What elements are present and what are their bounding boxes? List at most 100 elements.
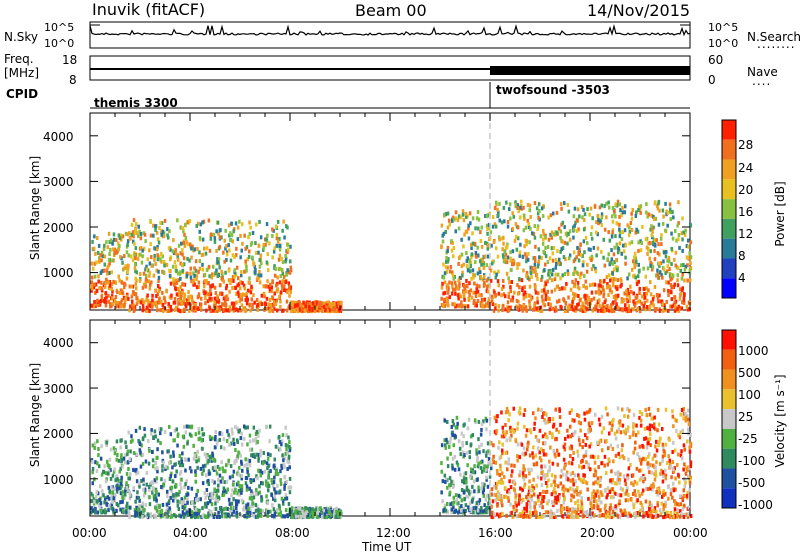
power-scatter-cell <box>229 238 233 243</box>
velocity-scatter-cell <box>488 416 492 421</box>
power-scatter-cell <box>541 214 545 219</box>
power-scatter-cell <box>186 242 189 247</box>
velocity-scatter-cell <box>300 506 304 511</box>
power-scatter-cell <box>243 269 246 274</box>
power-scatter-cell <box>283 279 286 284</box>
velocity-scatter-cell <box>485 493 489 498</box>
velocity-scatter-cell <box>262 451 265 455</box>
power-scatter-cell <box>135 286 138 291</box>
power-scatter-cell <box>578 247 581 252</box>
velocity-scatter-cell <box>107 464 111 469</box>
power-scatter-cell <box>93 282 96 287</box>
velocity-scatter-cell <box>470 475 473 480</box>
power-scatter-cell <box>208 306 212 311</box>
power-scatter-cell <box>583 250 586 255</box>
velocity-scatter-cell <box>148 487 151 492</box>
power-scatter-cell <box>623 307 627 312</box>
power-scatter-cell <box>218 265 221 270</box>
power-scatter-cell <box>314 309 317 313</box>
power-scatter-cell <box>219 305 223 310</box>
velocity-scatter-cell <box>475 500 479 505</box>
power-scatter-cell <box>669 207 672 212</box>
power-scatter-cell <box>591 216 594 221</box>
power-scatter-cell <box>460 300 463 305</box>
power-scatter-cell <box>173 260 177 265</box>
velocity-scatter-cell <box>481 459 484 464</box>
power-scatter-cell <box>190 278 193 283</box>
power-scatter-cell <box>573 292 576 297</box>
velocity-scatter-cell <box>152 488 156 493</box>
velocity-scatter-cell <box>176 443 179 448</box>
power-scatter-cell <box>501 247 504 252</box>
velocity-scatter-cell <box>103 500 106 505</box>
power-scatter-cell <box>94 304 97 309</box>
power-scatter-cell <box>132 303 135 308</box>
power-scatter-cell <box>111 289 114 294</box>
power-scatter-cell <box>269 303 272 308</box>
velocity-scatter-cell <box>255 430 259 434</box>
power-scatter-cell <box>257 275 261 280</box>
velocity-scatter-cell <box>123 460 127 465</box>
velocity-scatter-cell <box>240 474 243 478</box>
velocity-scatter-cell <box>268 439 271 444</box>
power-scatter-cell <box>171 249 175 254</box>
power-scatter-cell <box>248 249 251 254</box>
power-scatter-cell <box>618 202 621 207</box>
velocity-scatter-cell <box>480 422 484 427</box>
power-scatter-cell <box>173 300 177 305</box>
velocity-scatter-cell <box>455 415 459 420</box>
power-scatter-cell <box>674 250 678 255</box>
velocity-scatter-cell <box>564 436 567 441</box>
velocity-scatter-cell <box>249 504 252 509</box>
power-scatter-cell <box>256 307 259 312</box>
velocity-scatter-cell <box>128 476 132 481</box>
power-scatter-cell <box>283 235 286 240</box>
power-scatter-cell <box>594 304 597 309</box>
power-scatter-cell <box>224 308 228 313</box>
power-scatter-cell <box>590 236 594 241</box>
power-scatter-cell <box>236 290 240 295</box>
velocity-scatter-cell <box>138 484 141 489</box>
power-scatter-cell <box>614 234 617 239</box>
velocity-scatter-cell <box>446 420 449 424</box>
power-scatter-cell <box>634 256 638 261</box>
power-scatter-cell <box>446 249 449 253</box>
velocity-scatter-cell <box>232 469 236 474</box>
power-scatter-cell <box>568 253 572 258</box>
velocity-scatter-cell <box>132 451 136 455</box>
velocity-scatter-cell <box>161 468 164 473</box>
power-scatter-cell <box>206 291 209 296</box>
velocity-scatter-cell <box>134 428 138 433</box>
power-scatter-cell <box>591 308 594 313</box>
power-scatter-cell <box>91 275 94 280</box>
power-scatter-cell <box>216 299 219 304</box>
velocity-scatter-cell <box>188 510 191 515</box>
power-scatter-cell <box>603 204 606 209</box>
power-scatter-cell <box>502 279 505 283</box>
power-scatter-cell <box>612 277 615 282</box>
power-scatter-cell <box>600 223 604 228</box>
velocity-scatter-cell <box>251 501 255 506</box>
velocity-scatter-cell <box>648 470 651 475</box>
power-scatter-cell <box>181 248 184 253</box>
velocity-scatter-cell <box>145 471 149 475</box>
power-scatter-cell <box>554 305 557 310</box>
power-scatter-cell <box>172 280 175 285</box>
power-scatter-cell <box>605 275 609 279</box>
velocity-scatter-cell <box>279 447 282 452</box>
power-scatter-cell <box>475 216 479 221</box>
power-scatter-cell <box>511 226 514 231</box>
power-scatter-cell <box>494 303 497 308</box>
power-scatter-cell <box>534 244 537 249</box>
power-scatter-cell <box>686 307 690 312</box>
power-scatter-cell <box>155 294 158 299</box>
velocity-scatter-cell <box>616 513 619 518</box>
velocity-scatter-cell <box>99 508 103 513</box>
power-scatter-cell <box>613 245 616 250</box>
velocity-scatter-cell <box>580 465 584 470</box>
power-scatter-cell <box>178 309 182 314</box>
power-scatter-cell <box>560 206 563 211</box>
power-scatter-cell <box>624 261 627 266</box>
velocity-scatter-cell <box>208 435 212 439</box>
power-scatter-cell <box>605 201 608 206</box>
